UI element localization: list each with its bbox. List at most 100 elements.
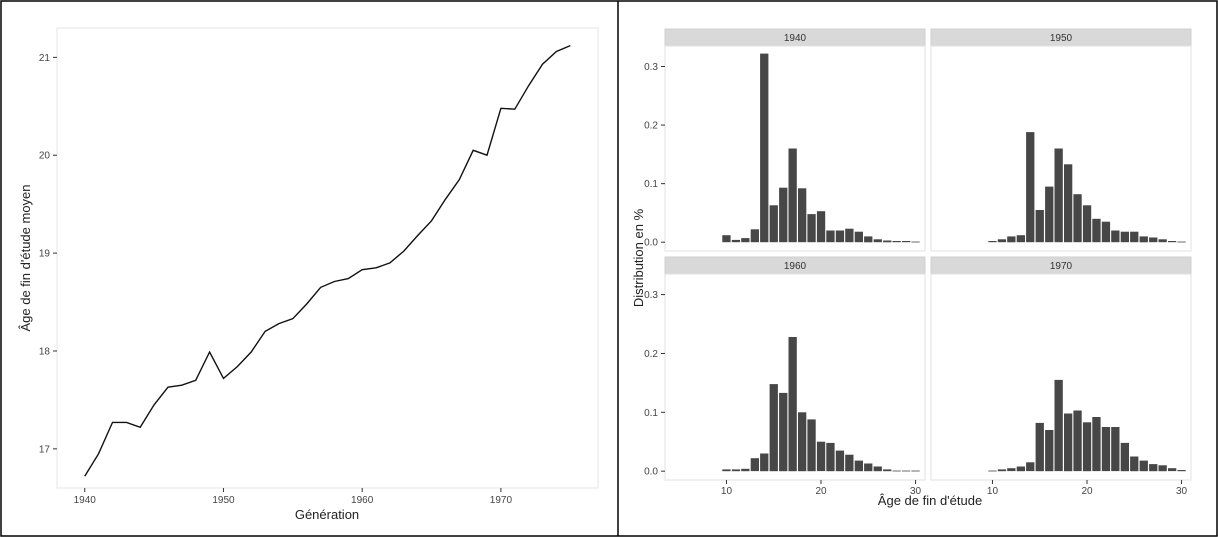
histogram-bar <box>1111 230 1120 243</box>
histogram-bar <box>873 466 882 472</box>
right-x-tick-label: 30 <box>910 486 922 497</box>
histogram-bar <box>722 469 731 472</box>
histogram-bar <box>892 470 901 472</box>
histogram-bar <box>864 236 873 243</box>
histogram-bar <box>845 228 854 243</box>
histogram-bar <box>883 240 892 243</box>
histogram-bar <box>997 469 1007 472</box>
histogram-bar <box>826 230 835 243</box>
histogram-bar <box>892 241 901 243</box>
left-x-axis: 1940 1950 1960 1970 <box>74 488 513 506</box>
histogram-bar <box>750 458 759 472</box>
histogram-bar <box>769 384 778 472</box>
histogram-bar <box>845 454 854 472</box>
histogram-bar <box>1016 235 1025 243</box>
histogram-bar <box>760 53 769 243</box>
histogram-bar <box>731 469 741 472</box>
histogram-bar <box>1082 205 1092 243</box>
histogram-bar <box>722 235 731 243</box>
histogram-bar <box>1158 465 1167 472</box>
right-faceted-histogram: 1940 0.0 0.1 0.2 0.3 1950 1960 0.0 0.1 0.2 0.3 10 20… <box>631 28 1192 508</box>
left-plot-panel <box>56 27 599 489</box>
histogram-bar <box>1111 427 1120 472</box>
histogram-bar <box>826 442 835 472</box>
histogram-bar <box>911 241 920 243</box>
histogram-bar <box>854 460 863 472</box>
histogram-bar <box>988 470 997 472</box>
histogram-bar <box>1177 241 1186 243</box>
histogram-bar <box>788 148 797 243</box>
histogram-bar <box>1120 231 1129 243</box>
histogram-bar <box>798 412 807 472</box>
facet-strip-label: 1950 <box>1050 33 1073 44</box>
left-x-tick-label: 1970 <box>490 495 513 506</box>
left-x-tick-label: 1940 <box>74 495 97 506</box>
right-x-tick-label: 10 <box>987 486 999 497</box>
histogram-bar <box>873 239 882 243</box>
histogram-bar <box>902 470 911 472</box>
histogram-bar <box>1168 241 1177 243</box>
left-y-tick-label: 17 <box>39 444 51 455</box>
histogram-bar <box>1026 132 1035 243</box>
histogram-bar <box>997 239 1007 243</box>
left-y-tick-label: 20 <box>39 151 51 162</box>
histogram-bar <box>1007 468 1016 472</box>
facet-panels: 1940 0.0 0.1 0.2 0.3 1950 1960 0.0 0.1 0.2 0.3 10 20… <box>644 28 1192 497</box>
histogram-bar <box>1073 194 1082 243</box>
histogram-bar <box>1035 210 1044 243</box>
histogram-bar <box>1149 464 1158 472</box>
left-y-axis: 17 18 19 20 21 <box>39 53 57 455</box>
left-y-tick-label: 19 <box>39 249 51 260</box>
histogram-bar <box>864 463 873 472</box>
right-y-tick-label: 0.1 <box>644 179 658 190</box>
histogram-bar <box>854 231 863 243</box>
histogram-bar <box>760 453 769 472</box>
facet-strip-label: 1960 <box>784 261 807 272</box>
right-x-tick-label: 20 <box>815 486 827 497</box>
right-y-tick-label: 0.0 <box>644 238 658 249</box>
left-x-axis-title: Génération <box>295 507 359 522</box>
histogram-bar <box>807 214 816 243</box>
right-y-tick-label: 0.2 <box>644 349 658 360</box>
histogram-bar <box>1101 427 1111 472</box>
histogram-bar <box>835 450 845 472</box>
histogram-bar <box>1158 239 1167 243</box>
right-x-tick-label: 20 <box>1081 486 1093 497</box>
histogram-bar <box>769 205 778 243</box>
facet-strip-label: 1940 <box>784 33 807 44</box>
right-y-tick-label: 0.3 <box>644 290 658 301</box>
right-x-axis-title: Âge de fin d'étude <box>878 493 982 508</box>
right-y-tick-label: 0.3 <box>644 62 658 73</box>
histogram-bar <box>816 441 826 472</box>
histogram-bar <box>1026 462 1035 472</box>
histogram-bar <box>1139 236 1148 243</box>
histogram-bar <box>1177 470 1186 472</box>
histogram-bar <box>1130 456 1139 472</box>
left-y-tick-label: 21 <box>39 53 51 64</box>
histogram-bar <box>1045 186 1054 243</box>
right-x-tick-label: 30 <box>1176 486 1188 497</box>
histogram-bar <box>1054 148 1063 243</box>
histogram-bar <box>779 187 788 243</box>
right-y-tick-label: 0.2 <box>644 121 658 132</box>
facet-strip-label: 1970 <box>1050 261 1073 272</box>
facet-panel-1960: 1960 0.0 0.1 0.2 0.3 10 20 30 <box>644 256 926 497</box>
histogram-bar <box>1149 237 1158 243</box>
left-x-tick-label: 1960 <box>351 495 374 506</box>
generation-mean-age-line <box>84 44 571 477</box>
histogram-bar <box>779 392 788 472</box>
histogram-bar <box>1082 422 1092 472</box>
left-y-axis-title: Âge de fin d'étude moyen <box>18 184 33 331</box>
histogram-bar <box>1045 430 1054 472</box>
histogram-bar <box>741 468 750 472</box>
histogram-bar <box>1168 468 1177 472</box>
left-x-tick-label: 1950 <box>212 495 235 506</box>
histogram-bar <box>1054 379 1063 472</box>
histogram-bar <box>1139 460 1148 472</box>
left-y-tick-label: 18 <box>39 346 51 357</box>
right-y-axis-title: Distribution en % <box>631 208 646 307</box>
histogram-bar <box>750 229 759 243</box>
facet-panel-1950: 1950 <box>930 28 1192 252</box>
histogram-bar <box>1092 417 1101 472</box>
